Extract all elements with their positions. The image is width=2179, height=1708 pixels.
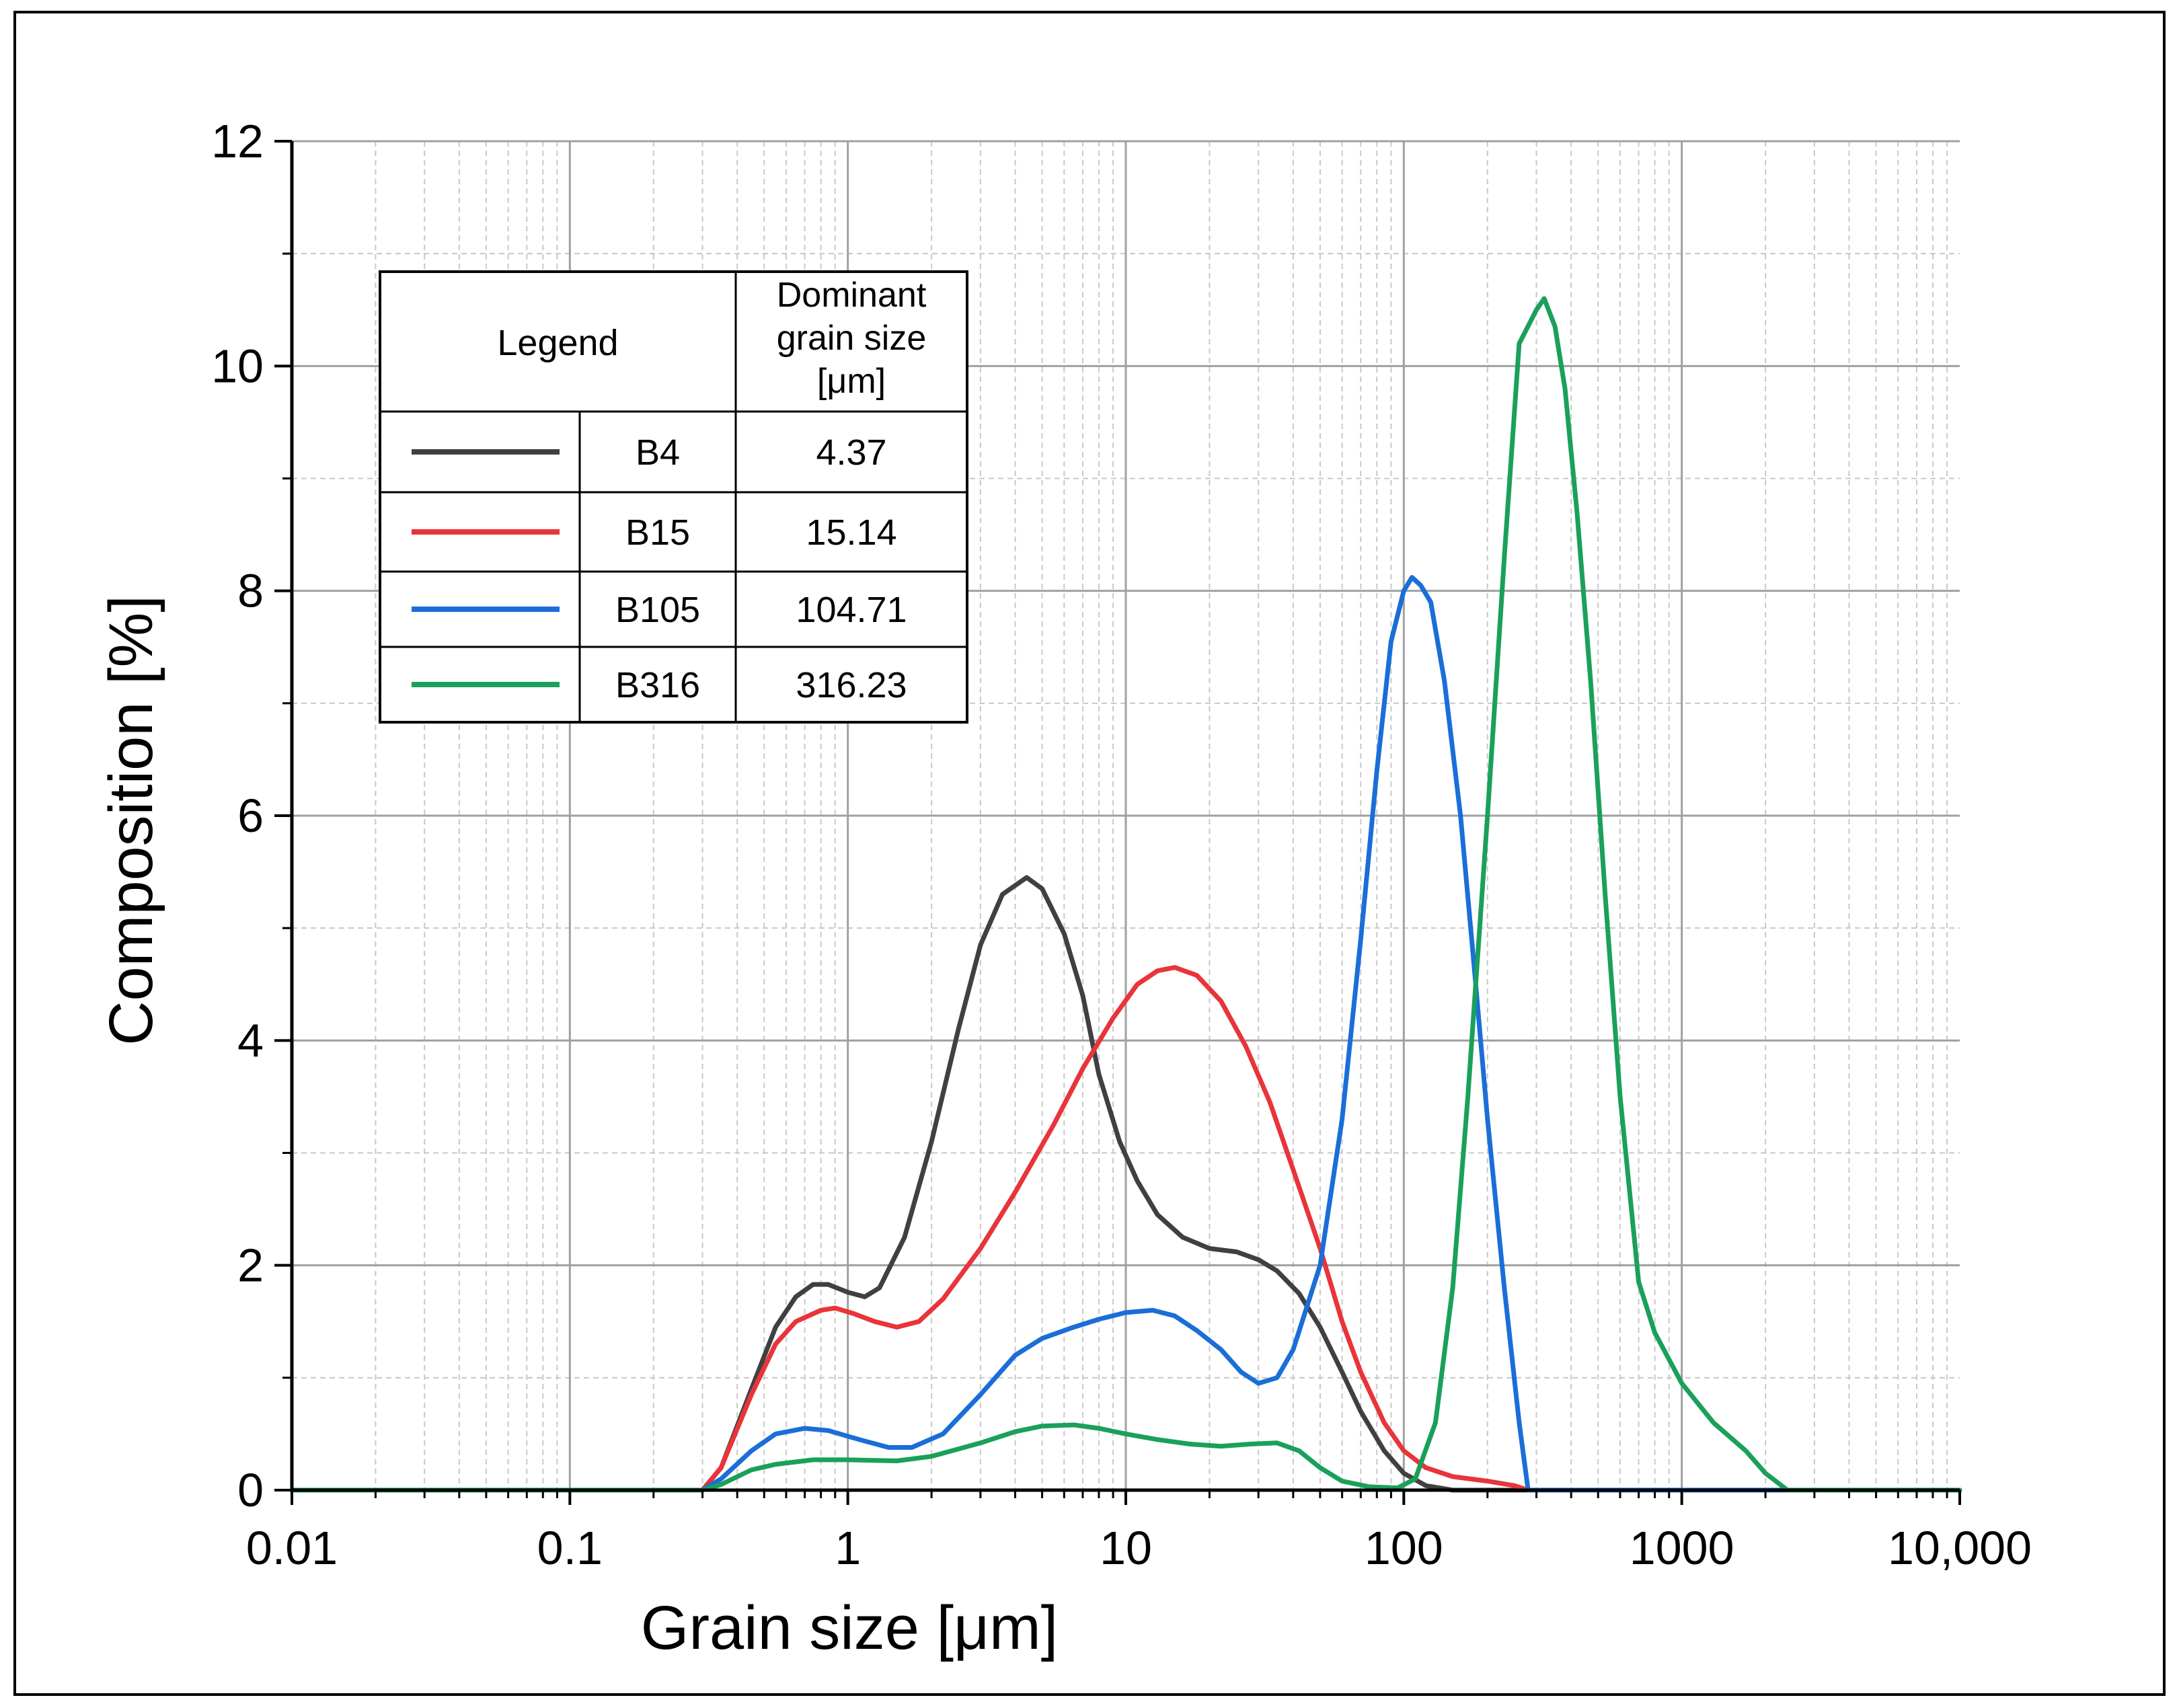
legend-dominant-size: 4.37 <box>816 432 886 473</box>
legend-header-dominant: grain size <box>777 319 927 358</box>
series-layer <box>289 296 1962 1493</box>
legend-series-name: B15 <box>625 512 690 553</box>
x-tick-label: 0.01 <box>246 1522 338 1574</box>
legend-table: Legend Dominant grain size [μm] B4 4.37 B15 15.… <box>379 270 968 724</box>
x-tick-label: 0.1 <box>537 1522 603 1574</box>
legend-dominant-size: 104.71 <box>796 590 907 630</box>
y-axis-label: Composition [%] <box>97 595 165 1046</box>
x-tick-label: 1000 <box>1630 1522 1734 1574</box>
x-tick-label: 10,000 <box>1888 1522 2032 1574</box>
series-line-b15 <box>289 965 1962 1493</box>
x-tick-label: 1 <box>835 1522 861 1574</box>
legend-series-name: B105 <box>615 590 700 630</box>
legend-header-dominant: Dominant <box>777 276 927 315</box>
series-line-b4 <box>289 875 1962 1493</box>
series-line-b316 <box>289 296 1962 1493</box>
x-axis-label: Grain size [μm] <box>641 1594 1058 1662</box>
y-tick-label: 0 <box>237 1464 264 1516</box>
y-tick-label: 8 <box>237 565 264 617</box>
y-tick-label: 10 <box>211 340 264 392</box>
y-tick-label: 12 <box>211 115 264 167</box>
legend-series-name: B316 <box>615 665 700 705</box>
y-tick-label: 4 <box>237 1014 264 1066</box>
legend-header-legend: Legend <box>497 323 618 363</box>
legend-header-dominant: [μm] <box>817 362 886 401</box>
x-tick-label: 100 <box>1365 1522 1443 1574</box>
y-tick-label: 2 <box>237 1239 264 1292</box>
x-tick-label: 10 <box>1100 1522 1152 1574</box>
series-line-b105 <box>289 575 1962 1493</box>
legend-series-name: B4 <box>636 432 680 473</box>
tick-layer: 0.01 0.1 1 10 100 1000 10,000 0 2 4 6 8 10 12 <box>211 115 2032 1574</box>
legend-dominant-size: 15.14 <box>806 512 896 553</box>
legend-dominant-size: 316.23 <box>796 665 907 705</box>
figure-border <box>13 11 2166 1696</box>
y-tick-label: 6 <box>237 789 264 842</box>
